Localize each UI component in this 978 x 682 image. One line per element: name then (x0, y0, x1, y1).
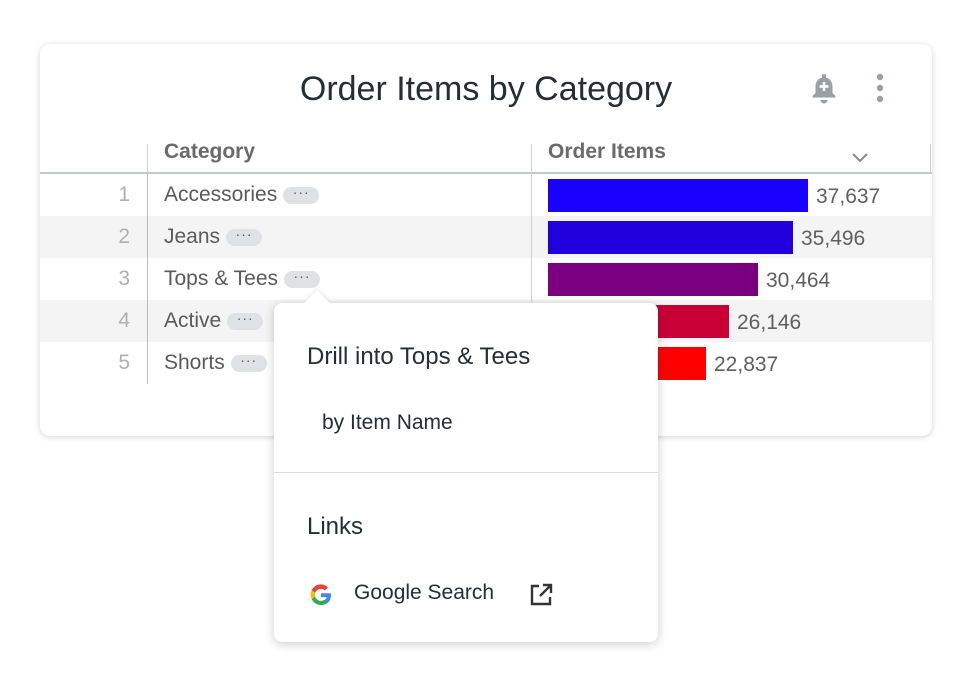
table-row: 3 Tops & Tees ··· 30,464 (40, 258, 932, 300)
row-index: 2 (118, 225, 130, 248)
row-actions-button[interactable]: ··· (230, 353, 267, 372)
column-divider (930, 144, 931, 172)
column-header-order-items[interactable]: Order Items (548, 140, 666, 163)
row-index: 5 (118, 351, 130, 374)
row-actions-button[interactable]: ··· (284, 269, 321, 288)
index-divider (147, 174, 148, 384)
column-header-category[interactable]: Category (164, 140, 256, 163)
google-search-link[interactable]: Google Search (354, 581, 495, 604)
value-bar (548, 263, 758, 296)
value-label: 22,837 (714, 353, 779, 376)
row-actions-button[interactable]: ··· (226, 227, 263, 246)
table-row: 1 Accessories ··· 37,637 (40, 174, 932, 216)
row-actions-button[interactable]: ··· (283, 185, 320, 204)
category-cell[interactable]: Jeans ··· (164, 225, 263, 249)
value-bar (548, 221, 793, 254)
tile-title: Order Items by Category (299, 70, 673, 108)
drill-menu-popover: Drill into Tops & Tees by Item Name Link… (274, 290, 658, 642)
drill-title: Drill into Tops & Tees (307, 343, 531, 370)
open-in-new-icon[interactable] (528, 582, 554, 608)
value-bar (548, 179, 808, 212)
header-divider (40, 172, 932, 174)
row-index: 4 (118, 309, 130, 332)
category-label[interactable]: Tops & Tees (164, 267, 279, 290)
category-label[interactable]: Active (164, 309, 222, 332)
value-label: 30,464 (766, 269, 831, 292)
links-title: Links (307, 513, 364, 540)
category-cell[interactable]: Shorts ··· (164, 351, 267, 375)
category-label[interactable]: Jeans (164, 225, 221, 248)
column-divider (531, 174, 532, 304)
value-label: 37,637 (816, 185, 881, 208)
category-cell[interactable]: Tops & Tees ··· (164, 267, 321, 291)
more-vert-icon[interactable] (868, 72, 892, 106)
category-label[interactable]: Shorts (164, 351, 225, 374)
table-row: 2 Jeans ··· 35,496 (40, 216, 932, 258)
category-cell[interactable]: Active ··· (164, 309, 264, 333)
row-index: 3 (118, 267, 130, 290)
column-divider (147, 144, 148, 172)
row-actions-button[interactable]: ··· (227, 311, 264, 330)
value-label: 26,146 (737, 311, 802, 334)
category-cell[interactable]: Accessories ··· (164, 183, 320, 207)
bell-plus-icon[interactable] (809, 72, 839, 104)
drill-by-item-name[interactable]: by Item Name (322, 411, 453, 434)
column-divider (531, 144, 532, 172)
value-label: 35,496 (801, 227, 866, 250)
popover-divider (274, 472, 658, 473)
google-icon (310, 584, 331, 606)
row-index: 1 (118, 183, 130, 206)
chevron-down-icon[interactable] (850, 150, 870, 164)
category-label[interactable]: Accessories (164, 183, 278, 206)
